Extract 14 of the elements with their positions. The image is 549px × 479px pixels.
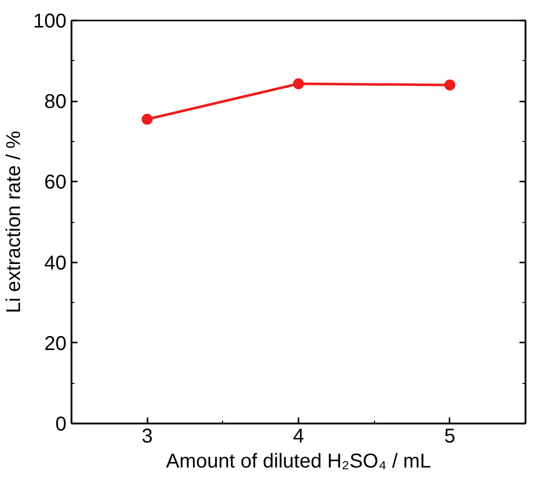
point [293, 78, 304, 90]
y-tick-label: 100 [33, 10, 67, 32]
x-tick-label: 5 [444, 426, 456, 448]
y-tick-label: 40 [44, 252, 67, 274]
point [444, 79, 456, 90]
point [142, 114, 153, 125]
y-tick-label: 20 [44, 332, 67, 355]
y-tick-label: 0 [55, 414, 66, 436]
x-tick-label: 3 [142, 426, 153, 448]
x-tick-label: 4 [292, 426, 304, 448]
y-tick-label: 80 [44, 91, 67, 114]
y-axis-title: Li extraction rate / % [3, 130, 26, 314]
y-tick-label: 60 [44, 172, 67, 194]
x-axis-title: Amount of diluted H₂SO₄ / mL [166, 450, 431, 472]
